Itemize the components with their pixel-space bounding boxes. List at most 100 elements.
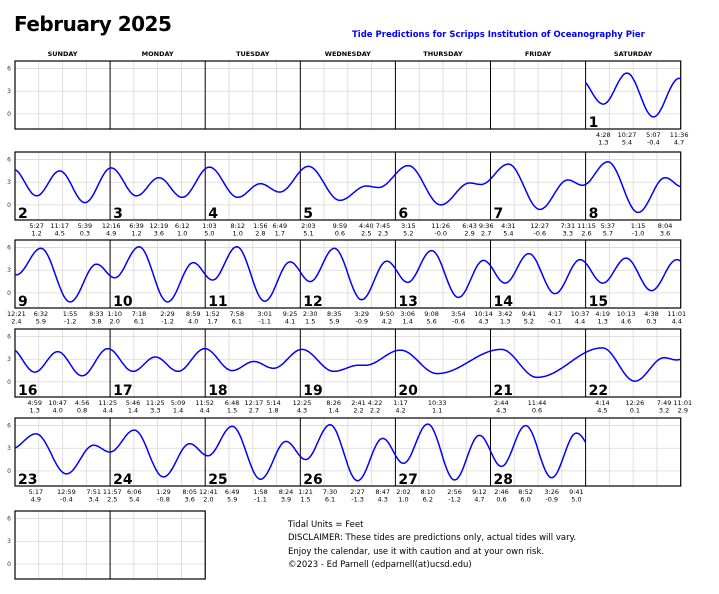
tide-height-label: 0.8 xyxy=(77,407,87,415)
tide-time-label: 12:59 xyxy=(57,488,76,496)
tide-height-label: 2.7 xyxy=(249,407,259,415)
weekday-header: FRIDAY xyxy=(525,50,552,58)
tide-time-label: 3:29 xyxy=(354,310,369,318)
tide-time-label: 7:51 xyxy=(86,488,101,496)
tide-height-label: 1.0 xyxy=(177,230,187,238)
tide-time-label: 5:17 xyxy=(29,488,44,496)
tide-height-label: 0.6 xyxy=(532,407,542,415)
tide-time-label: 12:27 xyxy=(530,222,549,230)
tide-time-label: 10:27 xyxy=(618,131,637,139)
tide-height-label: 5.7 xyxy=(603,230,613,238)
tide-curve xyxy=(585,347,681,382)
day-number: 21 xyxy=(494,383,513,399)
tide-time-label: 2:41 xyxy=(351,399,366,407)
tide-time-label: 6:06 xyxy=(127,488,142,496)
tide-curve xyxy=(14,433,111,475)
tide-height-label: -0.4 xyxy=(60,496,73,504)
tide-height-label: 1.7 xyxy=(207,318,217,326)
tide-time-label: 8:24 xyxy=(279,488,294,496)
y-tick-label: 6 xyxy=(7,157,11,164)
tide-time-label: 2:56 xyxy=(447,488,462,496)
tide-time-label: 5:39 xyxy=(78,222,93,230)
day-number: 27 xyxy=(398,472,417,488)
y-tick-label: 6 xyxy=(7,66,11,73)
tide-time-label: 6:49 xyxy=(225,488,240,496)
tide-curve xyxy=(14,247,111,303)
tide-time-label: 12:16 xyxy=(102,222,121,230)
tide-height-label: 5.1 xyxy=(303,230,313,238)
tide-curve xyxy=(109,246,206,303)
tide-height-label: 1.5 xyxy=(305,318,315,326)
tide-height-label: 1.2 xyxy=(31,230,41,238)
tide-height-label: 4.3 xyxy=(478,318,488,326)
tide-time-label: 5:37 xyxy=(601,222,616,230)
tide-height-label: 0.3 xyxy=(80,230,90,238)
day-number: 2 xyxy=(18,206,28,222)
tide-curve xyxy=(395,349,491,375)
y-tick-label: 0 xyxy=(7,379,11,386)
tide-height-label: 6.1 xyxy=(134,318,144,326)
tide-time-label: 1:52 xyxy=(205,310,220,318)
tide-height-label: 4.0 xyxy=(188,318,198,326)
y-tick-label: 0 xyxy=(7,111,11,118)
tide-time-label: 6:32 xyxy=(34,310,49,318)
tide-height-label: 2.2 xyxy=(370,407,380,415)
tide-time-label: 10:14 xyxy=(474,310,493,318)
tide-curve xyxy=(204,425,301,480)
footer-units: Tidal Units = Feet xyxy=(288,520,364,530)
tide-height-label: 0.6 xyxy=(335,230,345,238)
tide-time-label: 2:27 xyxy=(350,488,365,496)
tide-time-label: 5:46 xyxy=(126,399,141,407)
tide-height-label: 5.4 xyxy=(622,139,632,147)
tide-height-label: 1.1 xyxy=(432,407,442,415)
page-title: February 2025 xyxy=(14,12,172,36)
footer-copyright: ©2023 - Ed Parnell (edparnell(at)ucsd.ed… xyxy=(288,559,472,570)
tide-time-label: 4:22 xyxy=(368,399,383,407)
tide-height-label: -0.6 xyxy=(533,230,546,238)
tide-height-label: 2.5 xyxy=(361,230,371,238)
tide-height-label: 1.0 xyxy=(233,230,243,238)
tide-time-label: 4:38 xyxy=(644,310,659,318)
tide-time-label: 12:17 xyxy=(245,399,264,407)
tide-height-label: 3.2 xyxy=(659,407,669,415)
tide-curve xyxy=(300,348,396,373)
y-tick-label: 6 xyxy=(7,516,11,523)
tide-height-label: 5.6 xyxy=(426,318,436,326)
tide-time-label: 3:01 xyxy=(257,310,272,318)
day-number: 22 xyxy=(589,383,608,399)
tide-time-label: 4:14 xyxy=(595,399,610,407)
tide-time-label: 12:25 xyxy=(293,399,312,407)
tide-time-label: 7:49 xyxy=(657,399,672,407)
tide-height-label: -1.2 xyxy=(448,496,461,504)
tide-height-label: 2.0 xyxy=(203,496,213,504)
tide-height-label: -0.8 xyxy=(157,496,170,504)
weekday-header: THURSDAY xyxy=(423,50,463,58)
tide-height-label: 4.3 xyxy=(378,496,388,504)
tide-height-label: 3.3 xyxy=(563,230,573,238)
tide-height-label: -0.9 xyxy=(355,318,368,326)
tide-height-label: 2.4 xyxy=(11,318,21,326)
tide-curve xyxy=(490,348,586,379)
tide-height-label: 3.6 xyxy=(154,230,164,238)
tide-height-label: 2.8 xyxy=(255,230,265,238)
tide-time-label: 8:47 xyxy=(375,488,390,496)
tide-height-label: 0.3 xyxy=(646,318,656,326)
tide-height-label: 1.2 xyxy=(131,230,141,238)
tide-curve xyxy=(489,252,587,295)
tide-time-label: 8:35 xyxy=(327,310,342,318)
tide-time-label: 7:45 xyxy=(376,222,391,230)
day-number: 20 xyxy=(398,383,418,399)
tide-curve xyxy=(14,167,111,204)
day-number: 25 xyxy=(208,472,227,488)
tide-height-label: 4.5 xyxy=(55,230,65,238)
tide-curve xyxy=(299,424,397,482)
tide-time-label: 5:07 xyxy=(646,131,661,139)
tide-height-label: 5.2 xyxy=(403,230,413,238)
tide-height-label: 1.7 xyxy=(275,230,285,238)
tide-time-label: 7:18 xyxy=(132,310,147,318)
tide-height-label: 4.6 xyxy=(621,318,631,326)
tide-time-label: 1:29 xyxy=(156,488,171,496)
tide-height-label: -1.2 xyxy=(161,318,174,326)
y-tick-label: 0 xyxy=(7,561,11,568)
y-tick-label: 3 xyxy=(7,88,11,95)
